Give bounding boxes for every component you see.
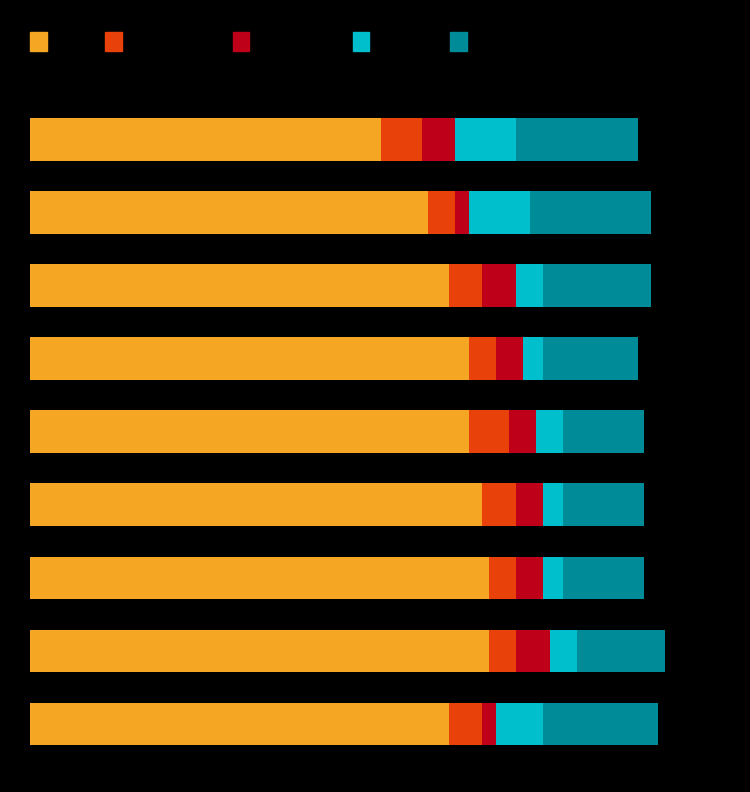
Bar	[516, 630, 550, 672]
Bar	[563, 410, 644, 453]
Bar	[469, 192, 530, 234]
Bar	[543, 337, 638, 380]
Bar	[489, 630, 516, 672]
Bar	[563, 483, 644, 526]
Bar	[469, 410, 509, 453]
Bar	[428, 192, 455, 234]
Bar	[381, 118, 422, 161]
Bar	[30, 337, 469, 380]
Bar	[496, 337, 523, 380]
Bar	[30, 265, 448, 307]
Bar	[30, 118, 381, 161]
Bar	[469, 337, 496, 380]
Bar	[30, 630, 489, 672]
Bar	[577, 630, 664, 672]
Bar	[30, 703, 448, 745]
Bar	[482, 703, 496, 745]
Bar	[550, 630, 577, 672]
Bar	[543, 265, 651, 307]
Bar	[530, 192, 651, 234]
Bar	[536, 410, 563, 453]
Bar	[482, 265, 516, 307]
Bar	[496, 703, 543, 745]
Bar	[509, 410, 536, 453]
Bar	[455, 192, 469, 234]
Bar	[30, 410, 469, 453]
Bar	[482, 483, 516, 526]
Bar	[30, 192, 428, 234]
Bar	[563, 557, 644, 599]
Bar	[448, 703, 482, 745]
Bar	[422, 118, 455, 161]
Bar	[516, 483, 543, 526]
Bar	[543, 703, 658, 745]
Bar	[543, 483, 563, 526]
Bar	[543, 557, 563, 599]
Bar	[516, 557, 543, 599]
Bar	[516, 265, 543, 307]
Bar	[516, 118, 638, 161]
Bar	[448, 265, 482, 307]
Bar	[455, 118, 516, 161]
Bar	[523, 337, 543, 380]
Bar	[30, 483, 482, 526]
Bar	[30, 557, 489, 599]
Bar	[489, 557, 516, 599]
